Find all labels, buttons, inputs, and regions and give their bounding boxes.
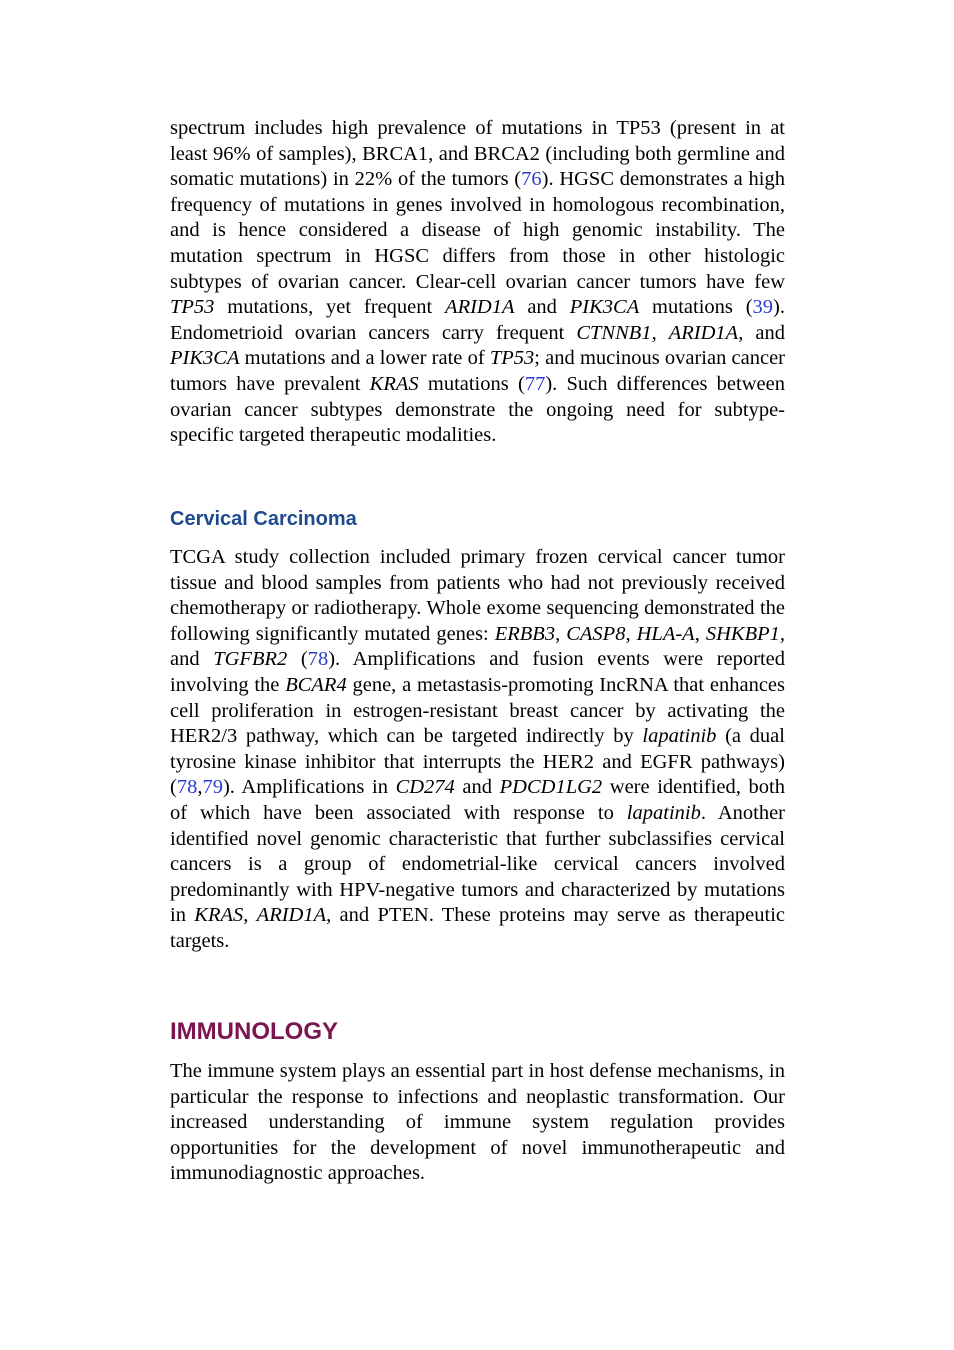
italic-run: PIK3CA (569, 296, 640, 319)
text-run: , (243, 904, 257, 927)
italic-run: TGFBR2 (213, 648, 288, 671)
text-run: ( (287, 648, 308, 671)
text-run: mutations and a lower rate of (239, 347, 490, 370)
text-run: and (514, 296, 570, 319)
italic-run: CTNNB1 (576, 321, 652, 344)
italic-run: ARID1A (668, 321, 739, 344)
italic-run: CASP8 (566, 622, 626, 645)
text-run: , (197, 776, 203, 799)
section-heading: IMMUNOLOGY (170, 1018, 338, 1045)
text-run: ). HGSC demonstrates a high frequency of… (170, 168, 785, 293)
text-run: , (694, 622, 706, 645)
citation-link[interactable]: 77 (524, 372, 546, 395)
italic-run: HLA-A (636, 622, 695, 645)
text-run: ). Such differences between ovarian canc… (170, 372, 785, 447)
text-run: , (555, 622, 567, 645)
italic-run: TP53 (170, 296, 215, 319)
italic-run: SHKBP1, (705, 622, 785, 645)
italic-run: BCAR4 (285, 673, 347, 696)
paragraph: The immune system plays an essential par… (170, 1059, 785, 1187)
text-run: mutations ( (418, 372, 525, 395)
text-run: (a dual tyrosine kinase inhibitor that i… (170, 725, 785, 799)
text-run: mutations ( (639, 296, 753, 319)
text-run: gene, a metastasis-promoting IncRNA that… (170, 673, 785, 748)
text-run: The immune system plays an essential par… (170, 1060, 785, 1185)
italic-run: KRAS (194, 904, 244, 927)
italic-run: PIK3CA (170, 347, 240, 370)
italic-run: TP53 (489, 347, 535, 370)
paragraph: TCGA study collection included primary f… (170, 545, 785, 955)
text-run: and (454, 776, 500, 799)
italic-run: ARID1A (256, 904, 327, 927)
text-run: . Another identified novel genomic chara… (170, 801, 785, 927)
citation-link[interactable]: 76 (521, 168, 542, 191)
paragraph: spectrum includes high prevalence of mut… (170, 116, 785, 449)
italic-run: ARID1A (445, 296, 515, 319)
text-run: ). Endometrioid ovarian cancers carry fr… (170, 296, 785, 344)
text-run: ; and mucinous ovarian cancer tumors hav… (170, 347, 785, 395)
citation-link[interactable]: 79 (202, 776, 223, 799)
italic-run: KRAS (369, 372, 419, 395)
text-run: spectrum includes high prevalence of mut… (170, 117, 785, 191)
text-run: , (651, 321, 669, 344)
italic-run: ERBB3 (494, 622, 556, 645)
text-run: ). Amplifications and fusion events were… (170, 648, 785, 696)
text-run: ). Amplifications in (222, 776, 396, 799)
italic-run: lapatinib (626, 801, 701, 824)
text-run: , (625, 622, 637, 645)
citation-link[interactable]: 39 (752, 296, 774, 319)
text-run: , and (738, 321, 785, 344)
italic-run: CD274 (395, 776, 455, 799)
italic-run: PDCD1LG2 (499, 776, 603, 799)
text-run: TCGA study collection included primary f… (170, 546, 785, 645)
section-heading: Cervical Carcinoma (170, 508, 357, 530)
text-run: were identified, both of which have been… (170, 776, 785, 824)
text-run: and (170, 648, 214, 671)
text-run: mutations, yet frequent (214, 296, 446, 319)
citation-link[interactable]: 78 (307, 648, 329, 671)
citation-link[interactable]: 78 (176, 776, 198, 799)
italic-run: lapatinib (642, 725, 717, 748)
text-run: , and PTEN. These proteins may serve as … (170, 904, 786, 952)
